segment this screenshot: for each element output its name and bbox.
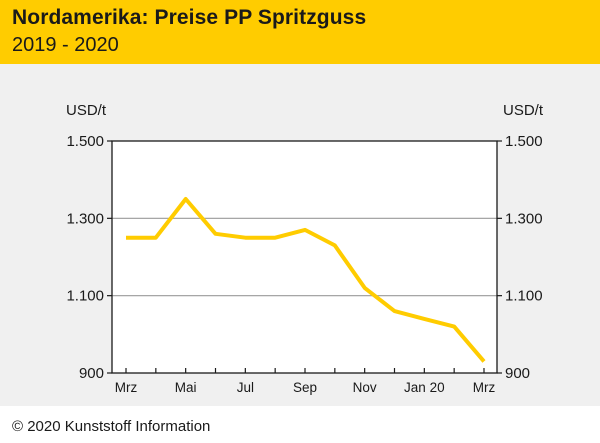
x-tick-label: Jan 20 [404,380,445,395]
y-tick-label-left: 1.100 [66,288,104,305]
y-tick-label-right: 900 [505,365,530,382]
header-bar: Nordamerika: Preise PP Spritzguss 2019 -… [0,0,600,64]
y-tick-label-left: 1.500 [66,133,104,150]
y-tick-label-right: 1.100 [505,288,543,305]
copyright-footer: © 2020 Kunststoff Information [12,418,211,435]
series-line [126,197,486,363]
x-tick-label: Sep [293,380,317,395]
x-tick-label: Nov [353,380,377,395]
y-tick-label-left: 900 [79,365,104,382]
chart-subtitle: 2019 - 2020 [12,34,119,56]
y-tick-label-right: 1.500 [505,133,543,150]
x-tick-label: Jul [237,380,254,395]
x-tick-label: Mrz [473,380,496,395]
y-tick-label-left: 1.300 [66,210,104,227]
plot-area [112,141,497,373]
x-tick-label: Mrz [115,380,138,395]
y-axis-unit-left: USD/t [66,102,107,119]
y-axis-unit-right: USD/t [503,102,544,119]
x-tick-label: Mai [175,380,197,395]
y-tick-label-right: 1.300 [505,210,543,227]
chart-title: Nordamerika: Preise PP Spritzguss [12,6,367,29]
